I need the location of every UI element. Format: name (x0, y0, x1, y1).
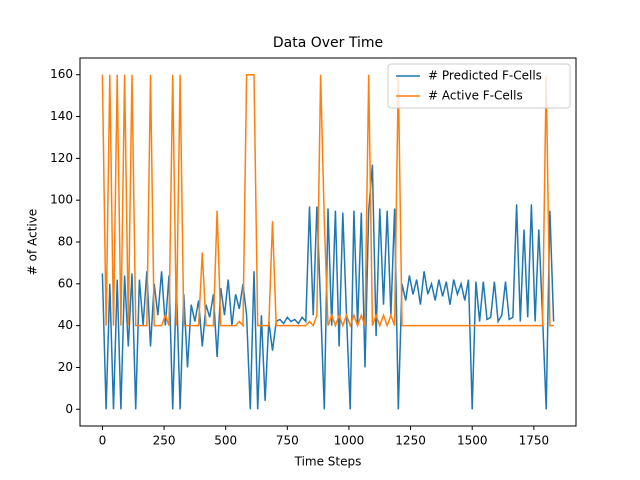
y-tick-label: 0 (65, 402, 73, 416)
y-tick-label: 120 (50, 151, 73, 165)
x-tick-label: 750 (276, 434, 299, 448)
x-tick-label: 1750 (519, 434, 550, 448)
x-tick-label: 250 (153, 434, 176, 448)
legend-label: # Active F-Cells (428, 89, 523, 103)
y-tick-label: 160 (50, 67, 73, 81)
legend-label: # Predicted F-Cells (428, 69, 542, 83)
series-line (101, 73, 554, 328)
x-tick-label: 1250 (395, 434, 426, 448)
y-tick-label: 60 (58, 276, 73, 290)
x-tick-label: 0 (99, 434, 107, 448)
y-tick-label: 20 (58, 360, 73, 374)
x-tick-label: 1500 (457, 434, 488, 448)
chart-title: Data Over Time (273, 35, 383, 51)
x-tick-label: 1000 (334, 434, 365, 448)
y-tick-label: 100 (50, 193, 73, 207)
y-tick-label: 40 (58, 318, 73, 332)
x-tick-label: 500 (214, 434, 237, 448)
legend-box (387, 63, 571, 109)
x-axis-label: Time Steps (294, 455, 362, 469)
y-tick-label: 80 (58, 235, 73, 249)
y-tick-label: 140 (50, 109, 73, 123)
series-line (101, 164, 555, 410)
y-axis-label: # of Active (26, 209, 40, 275)
plot-frame (79, 57, 577, 427)
